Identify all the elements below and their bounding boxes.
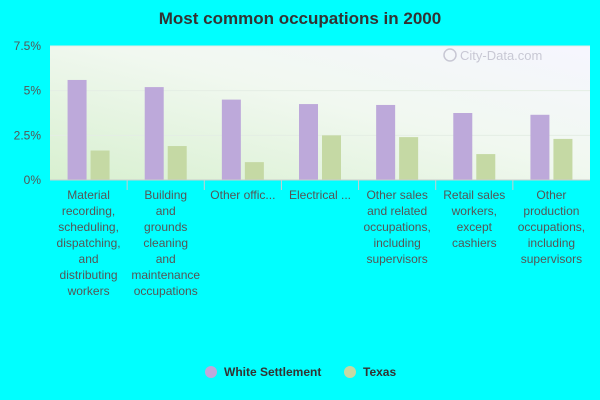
legend-item-texas: Texas [344, 365, 396, 379]
bar-white-settlement [144, 87, 164, 180]
bar-white-settlement [530, 114, 550, 180]
x-tick-label-line: workers [67, 284, 110, 298]
x-axis-labels: Material recording, scheduling, dispatching… [57, 188, 586, 298]
bar-texas [322, 135, 341, 180]
x-tick-label-line: distributing [60, 268, 118, 282]
x-tick-label: Other sales and related occupations, includ… [363, 188, 430, 266]
x-tick-label-line: Material [67, 188, 110, 202]
bar-texas [399, 137, 419, 180]
bar-texas [244, 162, 264, 180]
x-tick-label-line: cleaning [143, 236, 188, 250]
bar-white-settlement [67, 79, 87, 180]
x-tick-label: Material recording, scheduling, dispatching… [57, 188, 121, 298]
y-axis: 0% 2.5% 5% 7.5% [14, 39, 42, 187]
watermark: City-Data.com [443, 48, 542, 63]
watermark-text: City-Data.com [460, 48, 542, 63]
legend-label-white-settlement: White Settlement [224, 365, 321, 379]
x-tick-label-line: supervisors [366, 252, 427, 266]
category-separators [126, 180, 514, 190]
bar-texas [553, 138, 573, 180]
x-tick-label-line: scheduling, [58, 220, 119, 234]
x-tick-label: Building and grounds cleaning and maintenance… [131, 188, 200, 298]
chart-title: Most common occupations in 2000 [159, 9, 441, 28]
bar-texas [90, 150, 110, 180]
bar-white-settlement [221, 99, 241, 180]
y-tick-label: 5% [24, 84, 42, 98]
bar-texas [476, 154, 496, 180]
x-tick-label-line: maintenance [131, 268, 200, 282]
grid-lines [50, 45, 590, 136]
x-tick-label-line: Other sales [366, 188, 427, 202]
y-tick-label: 0% [24, 173, 42, 187]
x-tick-label-line: Other [536, 188, 566, 202]
x-tick-label-line: cashiers [452, 236, 497, 250]
x-tick-label-line: recording, [62, 204, 115, 218]
x-tick-label-line: occupations, [518, 220, 585, 234]
x-tick-label-line: Electrical ... [289, 188, 351, 202]
legend-label-texas: Texas [363, 365, 396, 379]
x-tick-label: Other production occupations, including supe… [518, 188, 585, 266]
x-tick-label-line: occupations, [363, 220, 430, 234]
x-tick-label-line: including [528, 236, 575, 250]
plot-area [50, 46, 590, 180]
x-tick-label-line: except [457, 220, 493, 234]
bar-white-settlement [376, 104, 396, 180]
x-tick-label: Electrical ... [289, 188, 351, 202]
bar-white-settlement [453, 113, 473, 180]
x-tick-label: Retail sales workers, except cashiers [443, 188, 505, 250]
x-tick-label-line: dispatching, [57, 236, 121, 250]
legend-item-white-settlement: White Settlement [205, 365, 321, 379]
x-tick-label-line: grounds [144, 220, 187, 234]
x-tick-label-line: and [156, 204, 176, 218]
x-tick-label-line: and [156, 252, 176, 266]
legend: White Settlement Texas [205, 365, 396, 379]
x-tick-label-line: and [79, 252, 99, 266]
y-tick-label: 2.5% [14, 128, 42, 142]
x-tick-label-line: Retail sales [443, 188, 505, 202]
x-tick-label: Other offic... [210, 188, 275, 202]
x-tick-label-line: Building [144, 188, 187, 202]
bar-texas [167, 146, 187, 180]
bar-white-settlement [299, 104, 318, 180]
x-tick-label-line: Other offic... [210, 188, 275, 202]
y-tick-label: 7.5% [14, 39, 42, 53]
x-tick-label-line: production [523, 204, 579, 218]
legend-swatch-texas [344, 366, 356, 378]
legend-swatch-white-settlement [205, 366, 217, 378]
x-tick-label-line: supervisors [521, 252, 582, 266]
watermark-icon [443, 48, 457, 62]
x-tick-label-line: occupations [134, 284, 198, 298]
x-tick-label-line: including [373, 236, 420, 250]
bars [67, 79, 573, 180]
x-tick-label-line: workers, [451, 204, 497, 218]
x-tick-label-line: and related [367, 204, 427, 218]
